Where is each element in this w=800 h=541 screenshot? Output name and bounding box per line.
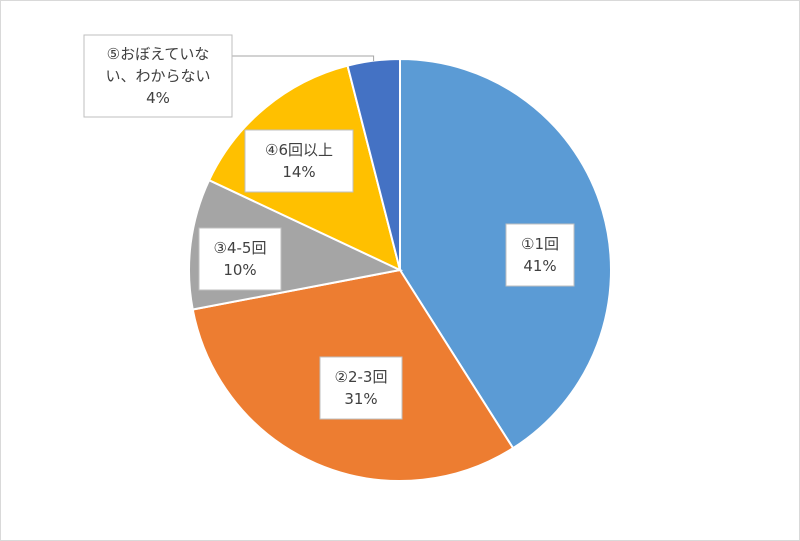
data-label-category: ④6回以上: [265, 141, 333, 159]
data-label-percent: 41%: [523, 257, 556, 275]
slice-1-time: [399, 57, 612, 450]
data-label-category: ③4-5回: [214, 239, 267, 257]
data-label-box: [505, 223, 575, 287]
data-label-category: ①1回: [521, 235, 559, 253]
data-label-box: [244, 129, 354, 193]
data-label-box: [198, 227, 282, 291]
data-label-box: [319, 356, 403, 420]
data-label-percent: 4%: [146, 89, 170, 107]
data-label-percent: 14%: [282, 163, 315, 181]
data-label-2: ②2-3回 31%: [319, 356, 403, 420]
data-label-box: [83, 34, 233, 118]
leader-line: [232, 55, 375, 61]
data-label-percent: 10%: [223, 261, 256, 279]
data-label-4: ④6回以上 14%: [244, 129, 354, 193]
data-label-category: い、わからない: [105, 67, 210, 85]
leader-lines: [232, 55, 375, 61]
data-label-category: ②2-3回: [335, 368, 388, 386]
pie-slices: [188, 57, 612, 482]
data-label-3: ③4-5回 10%: [198, 227, 282, 291]
data-label-category: ⑤おぼえていな: [107, 45, 210, 63]
data-labels: ①1回41%②2-3回31%③4-5回10%④6回以上14%⑤おぼえていない、わ…: [83, 34, 575, 420]
data-label-percent: 31%: [344, 390, 377, 408]
